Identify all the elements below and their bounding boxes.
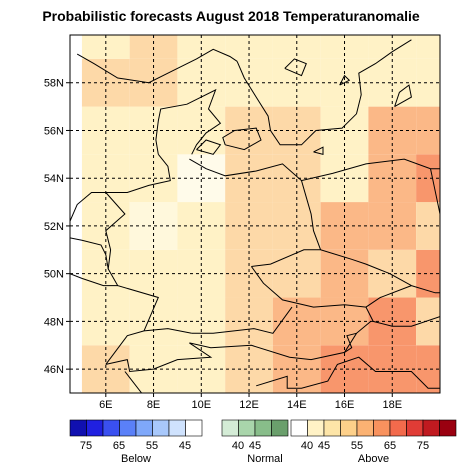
coastline-segment xyxy=(105,342,213,373)
coastline-segment xyxy=(105,192,159,332)
grid-cell xyxy=(416,154,440,203)
coastline-segment xyxy=(430,168,440,215)
below-tick-label: 55 xyxy=(146,440,158,452)
y-tick-label: 54N xyxy=(44,173,64,185)
above-swatch xyxy=(389,419,407,437)
coastline-segment xyxy=(70,273,118,287)
grid-cell xyxy=(416,58,440,107)
below-tick-label: 75 xyxy=(80,440,92,452)
coastline-segment xyxy=(251,249,412,287)
coastlines-and-borders xyxy=(70,39,440,393)
grid-cell xyxy=(416,106,440,155)
coastline-segment xyxy=(313,146,324,155)
normal-swatch xyxy=(254,419,272,437)
below-legend-title: Below xyxy=(121,453,151,462)
above-swatch xyxy=(422,419,440,437)
y-tick-label: 46N xyxy=(44,364,64,376)
grid-cell xyxy=(129,35,178,59)
above-swatch xyxy=(373,419,391,437)
coastline-segment xyxy=(365,306,440,327)
below-swatch xyxy=(185,419,203,437)
normal-tick-label: 45 xyxy=(249,440,261,452)
coastline-segment xyxy=(339,74,351,86)
coastline-segment xyxy=(250,266,412,308)
grid-cell xyxy=(320,35,369,59)
above-swatch xyxy=(323,419,341,437)
grid-cell xyxy=(416,202,440,250)
coastline-segment xyxy=(344,332,357,353)
coastline-segment xyxy=(256,356,440,389)
above-swatch xyxy=(439,419,457,437)
x-tick-label: 18E xyxy=(382,399,402,411)
below-swatch xyxy=(119,419,137,437)
coastline-segment xyxy=(76,48,238,84)
above-tick-label: 75 xyxy=(417,440,429,452)
coastline-segment xyxy=(196,139,222,155)
grid-cell xyxy=(272,35,321,59)
coastline-segment xyxy=(105,328,192,365)
map-title: Probabilistic forecasts August 2018 Temp… xyxy=(42,8,420,24)
y-tick-label: 58N xyxy=(44,78,64,90)
coastline-segment xyxy=(284,58,307,77)
normal-tick-label: 40 xyxy=(232,440,244,452)
above-tick-label: 40 xyxy=(301,440,313,452)
probability-grid xyxy=(81,35,440,393)
coastline-segment xyxy=(191,306,293,334)
below-swatch xyxy=(102,419,120,437)
axis-tick-labels: 6E 8E 10E 12E 14E 16E 18E 46N 48N 50N 52N 54N 56N 58N xyxy=(44,78,402,411)
legend: 75 65 55 45 40 45 40 45 55 65 75 Below Normal Above xyxy=(69,419,457,462)
below-swatch xyxy=(69,419,87,437)
grid-cell xyxy=(225,35,273,59)
normal-swatch xyxy=(221,419,239,437)
normal-swatch xyxy=(238,419,256,437)
y-tick-label: 48N xyxy=(44,316,64,328)
x-tick-label: 10E xyxy=(192,399,212,411)
above-swatch xyxy=(307,419,325,437)
below-swatch xyxy=(86,419,104,437)
above-swatch xyxy=(290,419,308,437)
coastline-segment xyxy=(70,153,171,222)
x-tick-label: 6E xyxy=(99,399,112,411)
coastline-segment xyxy=(222,127,262,151)
above-swatch xyxy=(340,419,358,437)
above-tick-label: 45 xyxy=(318,440,330,452)
above-swatch xyxy=(406,419,424,437)
grid-cell xyxy=(416,297,440,346)
grid-cell xyxy=(416,345,440,393)
y-tick-label: 56N xyxy=(44,125,64,137)
normal-legend-title: Normal xyxy=(247,453,282,462)
x-tick-label: 12E xyxy=(239,399,259,411)
coastline-segment xyxy=(70,237,109,269)
coastline-segment xyxy=(394,84,412,108)
graticule xyxy=(70,35,440,393)
coastline-segment xyxy=(155,88,222,155)
normal-swatch xyxy=(271,419,289,437)
above-legend-title: Above xyxy=(358,453,389,462)
grid-cell xyxy=(416,35,440,59)
below-swatch xyxy=(168,419,186,437)
coastline-segment xyxy=(189,321,372,361)
below-swatch xyxy=(152,419,170,437)
x-tick-label: 16E xyxy=(335,399,355,411)
above-tick-label: 55 xyxy=(351,440,363,452)
y-tick-label: 52N xyxy=(44,221,64,233)
coastline-segment xyxy=(301,180,322,250)
y-tick-label: 50N xyxy=(44,269,64,281)
grid-cell xyxy=(368,35,417,59)
map-frame xyxy=(69,34,441,394)
grid-cell xyxy=(416,249,440,298)
x-tick-label: 8E xyxy=(147,399,160,411)
coastline-segment xyxy=(236,39,412,146)
below-tick-label: 65 xyxy=(113,440,125,452)
above-swatch xyxy=(356,419,374,437)
below-tick-label: 45 xyxy=(179,440,191,452)
above-tick-label: 65 xyxy=(384,440,396,452)
below-swatch xyxy=(135,419,153,437)
grid-cell xyxy=(81,35,130,59)
coastline-segment xyxy=(411,285,440,294)
grid-cell xyxy=(177,35,226,59)
coastline-segment xyxy=(124,371,166,393)
x-tick-label: 14E xyxy=(287,399,307,411)
